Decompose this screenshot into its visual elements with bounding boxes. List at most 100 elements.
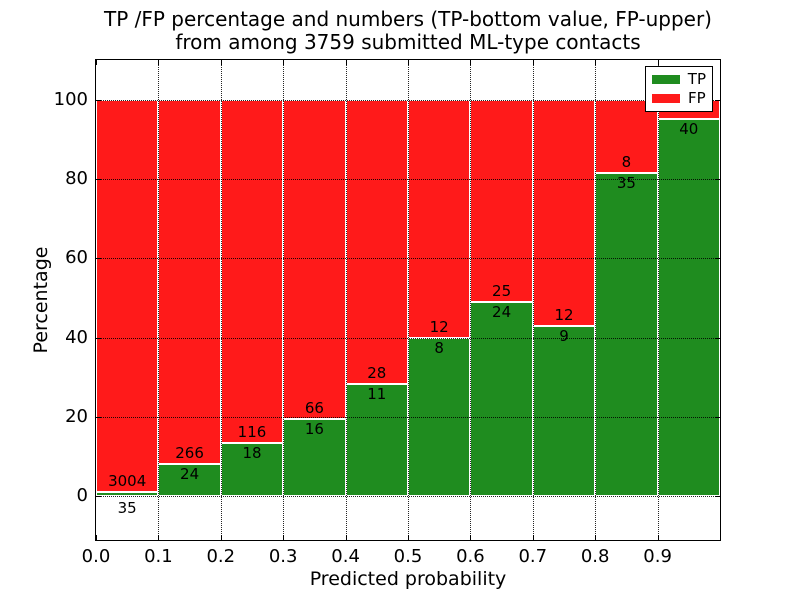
x-tick-mark [657,60,659,65]
x-tick-mark [532,60,534,65]
x-tick-mark [720,535,721,540]
x-tick-mark [470,60,472,65]
x-tick-mark [408,535,409,540]
bar-segment-fp [345,99,408,385]
fp-count-label: 266 [175,443,204,462]
y-tick-label: 0 [76,485,88,507]
tp-swatch-icon [652,75,680,84]
fp-count-label: 25 [492,282,512,301]
bar-segment-tp [595,173,658,497]
y-tick-mark [96,337,101,339]
fp-count-label: 8 [621,153,632,172]
tp-count-label: 8 [434,338,444,357]
bar-segment-fp [220,99,284,444]
x-tick-label: 0.4 [331,546,360,567]
bar-segment-fp [470,99,533,303]
y-tick-mark [96,179,101,180]
x-tick-label: 0.3 [268,546,298,567]
bar-segment-tp [532,326,596,497]
fp-count-label: 12 [554,306,574,325]
x-tick-mark [595,60,597,65]
x-tick-mark [283,535,285,540]
x-gridline [158,60,160,540]
tp-count-label: 24 [180,464,200,483]
tp-count-label: 9 [559,327,569,346]
bar-segment-fp [532,99,596,327]
y-tick-mark [715,417,720,419]
x-gridline [470,60,472,540]
fp-count-label: 3004 [108,471,147,490]
y-tick-mark [96,417,101,419]
tp-count-label: 35 [117,499,137,518]
x-tick-mark [345,535,347,540]
x-tick-label: 0.6 [456,546,485,567]
tp-count-label: 35 [616,174,636,193]
x-tick-label: 0.2 [206,546,236,567]
tp-count-label: 24 [492,303,512,322]
y-tick-mark [715,337,720,339]
bar-segment-tp [96,491,159,497]
bar-segment-tp [220,443,284,497]
x-tick-mark [220,60,222,65]
y-tick-mark [715,179,720,180]
x-tick-mark [595,535,597,540]
y-tick-mark [715,258,720,260]
x-tick-mark [408,60,409,65]
chart-title: TP /FP percentage and numbers (TP-bottom… [96,8,720,54]
x-axis-label: Predicted probability [309,568,507,590]
x-tick-label: 0.8 [580,546,610,567]
y-tick-label: 20 [65,406,88,428]
x-tick-mark [657,535,659,540]
x-tick-mark [283,60,285,65]
y-tick-mark [96,99,101,101]
y-tick-label: 100 [53,88,88,110]
x-tick-label: 0.5 [393,546,423,567]
x-gridline [657,60,659,540]
y-tick-label: 80 [65,168,88,189]
fp-count-label: 28 [367,364,387,383]
legend-item-tp: TP [652,72,706,87]
chart-title-line1: TP /FP percentage and numbers (TP-bottom… [104,7,712,31]
bar-segment-fp [96,99,159,492]
tp-count-label: 40 [679,119,699,138]
x-tick-label: 0.9 [643,546,672,567]
x-tick-mark [345,60,347,65]
bar-segment-tp [470,302,533,497]
x-gridline [408,60,409,540]
fp-count-label: 116 [237,423,267,442]
fp-count-label: 66 [304,398,324,417]
chart-title-line2: from among 3759 submitted ML-type contac… [175,30,641,54]
x-gridline [595,60,597,540]
x-tick-mark [532,535,534,540]
y-tick-mark [715,496,720,498]
y-tick-mark [96,496,101,498]
legend-label-fp: FP [688,89,706,107]
bar-segment-tp [158,463,221,497]
x-tick-mark [96,535,97,540]
x-tick-label: 0.7 [518,546,548,567]
x-gridline [220,60,222,540]
fp-swatch-icon [652,94,680,103]
x-tick-label: 0.0 [81,546,111,567]
y-tick-label: 60 [65,247,88,269]
x-gridline [345,60,347,540]
y-tick-label: 40 [65,326,88,348]
legend-item-fp: FP [652,91,706,106]
fp-count-label: 12 [429,317,449,336]
bar-segment-tp [657,118,720,497]
bar-segment-fp [408,99,471,338]
x-tick-mark [158,535,160,540]
x-tick-mark [96,60,97,65]
legend-label-tp: TP [687,70,706,88]
x-tick-label: 0.1 [144,546,173,567]
legend: TP FP [645,66,713,112]
x-tick-mark [220,535,222,540]
x-tick-mark [720,60,721,65]
x-gridline [283,60,285,540]
x-tick-mark [158,60,160,65]
y-tick-mark [96,258,101,260]
tp-count-label: 16 [304,419,324,438]
tp-count-label: 11 [367,385,387,404]
tp-count-label: 18 [242,444,262,463]
